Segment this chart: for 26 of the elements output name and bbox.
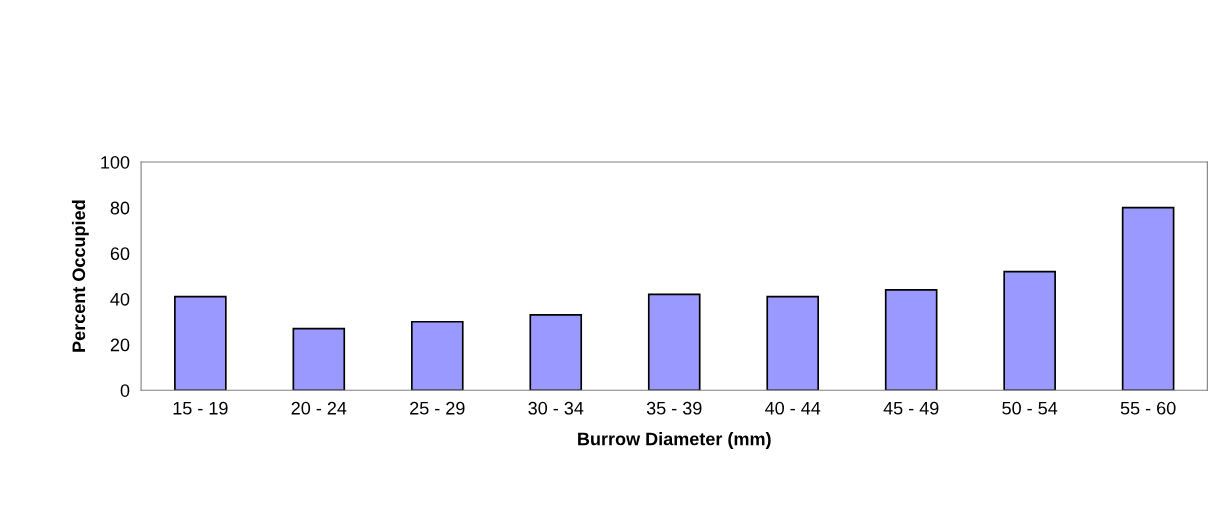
y-tick-label: 20 — [110, 338, 130, 352]
bar — [174, 295, 227, 391]
bar — [410, 320, 464, 391]
y-tick-label: 100 — [101, 155, 130, 169]
x-tick-label: 30 - 34 — [528, 401, 584, 415]
bar — [292, 327, 346, 391]
bar — [1121, 206, 1175, 391]
y-axis-title: Percent Occupied — [71, 200, 89, 352]
y-tick-label: 80 — [110, 201, 130, 215]
x-tick-label: 25 - 29 — [410, 401, 465, 415]
bar — [647, 293, 701, 391]
bar — [766, 295, 820, 391]
x-tick-label: 40 - 44 — [765, 401, 821, 415]
x-tick-label: 20 - 24 — [291, 401, 347, 415]
bar — [529, 314, 583, 391]
x-tick-label: 50 - 54 — [1002, 401, 1058, 415]
bar — [884, 288, 938, 391]
x-tick-label: 15 - 19 — [173, 401, 228, 415]
x-axis-title: Burrow Diameter (mm) — [578, 432, 771, 449]
y-tick-label: 0 — [120, 384, 130, 397]
x-tick-label: 45 - 49 — [883, 401, 939, 415]
x-tick-label: 35 - 39 — [646, 401, 702, 415]
y-tick-label: 60 — [110, 247, 130, 261]
bar — [1003, 270, 1056, 391]
y-tick-label: 40 — [110, 292, 130, 306]
x-tick-label: 55 - 60 — [1120, 401, 1176, 415]
